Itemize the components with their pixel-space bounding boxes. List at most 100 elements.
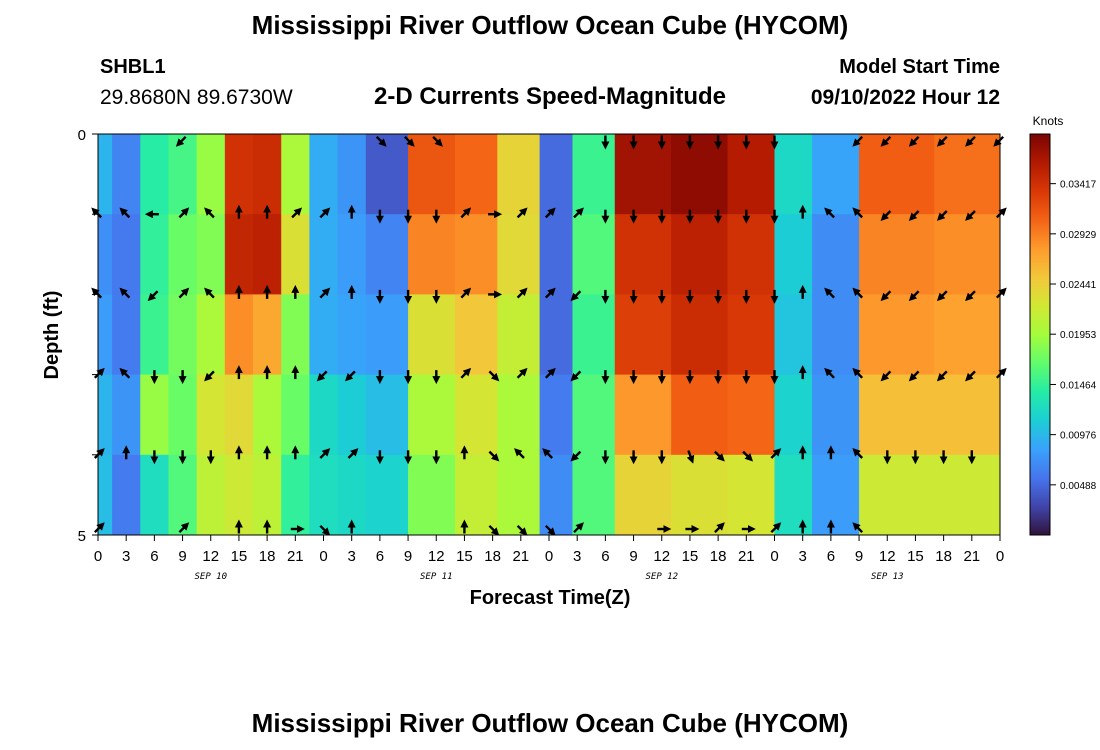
model-start-time: 09/10/2022 Hour 12 [810,86,1000,109]
heatmap-cell [934,214,1001,295]
heatmap-cell [671,294,729,376]
heatmap-cell [253,374,282,456]
heatmap-cell [727,134,775,215]
current-vector-arrow [316,370,328,382]
heatmap-cell [365,214,409,295]
y-axis-tick-label: 5 [78,528,86,545]
current-vector-arrow [824,367,835,379]
heatmap-cell [539,374,573,456]
heatmap-cell [455,214,498,295]
heatmap-cell [337,374,367,456]
y-axis-label: Depth (ft) [41,291,63,380]
x-axis-tick-label: 0 [319,548,327,565]
heatmap-cell [196,294,226,376]
x-axis-tick-label: 18 [710,548,727,565]
x-axis-tick-label: 18 [935,548,952,565]
heatmap-cell [671,374,729,456]
heatmap-cell [408,454,456,536]
heatmap-cell [774,214,813,295]
heatmap-cells [98,134,1001,536]
heatmap-cell [671,134,729,215]
current-vector-arrow [147,290,159,302]
current-vector-arrow [204,287,215,299]
heatmap-cell [671,454,729,536]
x-axis-tick-label: 9 [404,548,412,565]
heatmap-cell [727,294,775,376]
heatmap-cell [253,134,282,215]
heatmap-cell [572,454,616,536]
heatmap-cell [140,454,169,536]
heatmap-cell [859,454,935,536]
current-vector-arrow [965,290,976,302]
current-vector-arrow [319,207,331,219]
heatmap-cell [812,134,860,215]
heatmap-cell [140,294,169,376]
heatmap-cell [934,374,1001,456]
colorbar-label: Knots [1033,114,1064,128]
current-vector-arrow [319,287,331,299]
current-vector-arrow [936,210,948,221]
x-axis-tick-label: 0 [996,548,1004,565]
current-vector-arrow [175,135,187,147]
heatmap-cell [253,454,282,536]
x-axis-tick-label: 12 [879,548,896,565]
current-vector-arrow [204,207,215,219]
heatmap-cell [112,454,141,536]
current-vector-arrow [344,370,356,382]
current-vector-arrow [936,370,948,382]
heatmap-cell [281,214,310,295]
current-vector-arrow [573,207,584,219]
colorbar-tick-label: 0.00488 [1060,481,1097,492]
heatmap-cell [224,214,254,295]
x-axis-tick-label: 6 [827,548,835,565]
heatmap-cell [727,374,775,456]
heatmap-cell [774,134,813,215]
current-vector-arrow [347,448,359,459]
x-axis-tick-label: 6 [376,548,384,565]
y-axis-tick-label: 0 [78,127,86,144]
heatmap-cell [98,374,113,456]
x-axis-tick-label: 0 [770,548,778,565]
current-vector-arrow [544,367,556,379]
station-coordinates: 29.8680N 89.6730W [100,86,293,109]
x-axis-date-label: SEP 13 [871,572,904,582]
heatmap-cell [614,134,672,215]
heatmap-cell [281,374,310,456]
x-axis-tick-label: 21 [287,548,304,565]
current-vector-arrow [544,287,556,299]
heatmap-cell [408,374,456,456]
current-vector-arrow [880,210,892,221]
heatmap-cell [497,134,541,215]
heatmap-cell [408,294,456,376]
heatmap-cell [112,134,141,215]
heatmap-cell [934,454,1001,536]
current-vector-arrow [570,290,582,302]
heatmap-cell [337,134,367,215]
heatmap-cell [281,294,310,376]
current-vector-arrow [544,524,556,536]
x-axis-tick-label: 21 [512,548,529,565]
x-axis-date-label: SEP 12 [645,572,678,582]
current-vector-arrow [880,370,892,382]
heatmap-cell [614,214,672,295]
heatmap-cell [365,294,409,376]
colorbar-tick-label: 0.01953 [1060,330,1097,341]
current-vectors [91,135,1007,536]
heatmap-cell [727,454,775,536]
current-vector-arrow [488,370,500,382]
heatmap-cell [168,374,198,456]
current-vector-arrow [119,207,131,219]
current-vector-arrow [432,135,443,147]
heatmap-cell [365,454,409,536]
x-axis-tick-label: 9 [178,548,186,565]
heatmap-cell [337,214,367,295]
heatmap-cell [112,294,141,376]
heatmap-cell [196,454,226,536]
heatmap-cell [140,374,169,456]
heatmap-cell [934,134,1001,215]
current-vector-arrow [516,287,528,299]
x-axis-tick-label: 21 [963,548,980,565]
x-axis-tick-label: 9 [629,548,637,565]
heatmap-cell [309,294,339,376]
